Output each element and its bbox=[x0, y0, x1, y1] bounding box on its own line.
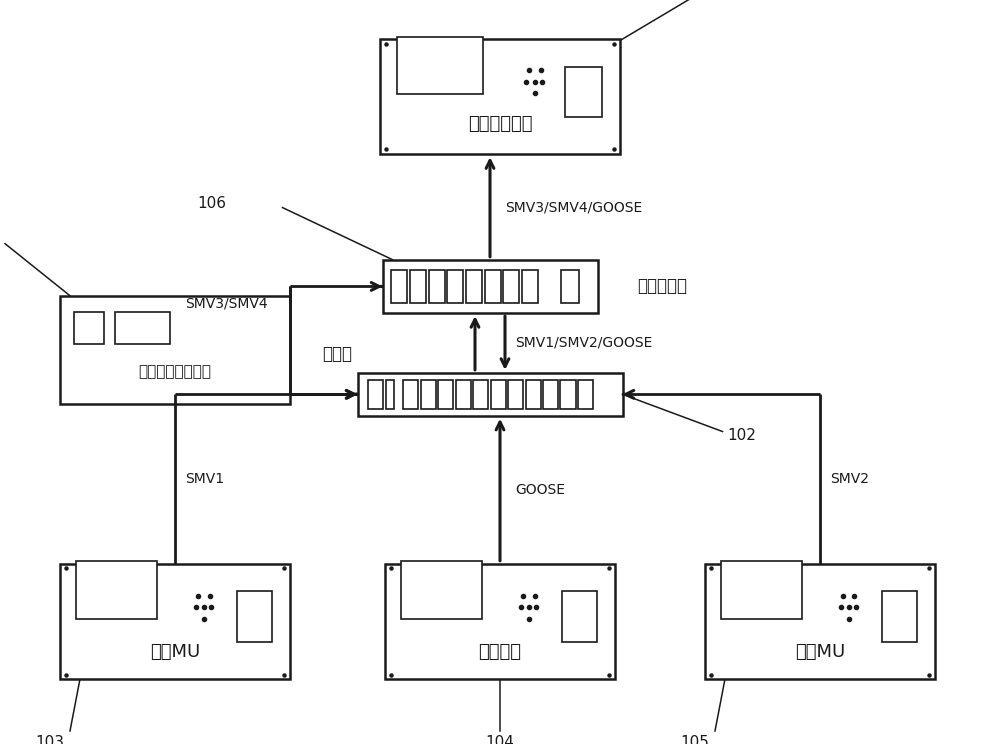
Text: GOOSE: GOOSE bbox=[515, 483, 565, 497]
Bar bbox=[561, 270, 579, 303]
Text: SMV3/SMV4: SMV3/SMV4 bbox=[185, 296, 268, 310]
Bar bbox=[503, 270, 519, 303]
Text: 102: 102 bbox=[728, 428, 756, 443]
Bar bbox=[380, 39, 620, 154]
Text: 103: 103 bbox=[35, 734, 64, 744]
Bar bbox=[578, 379, 593, 409]
Text: 交换机: 交换机 bbox=[322, 345, 352, 363]
Bar bbox=[705, 564, 935, 679]
Text: SMV3/SMV4/GOOSE: SMV3/SMV4/GOOSE bbox=[505, 200, 642, 214]
Bar bbox=[385, 564, 615, 679]
Bar bbox=[560, 379, 576, 409]
Text: 106: 106 bbox=[198, 196, 226, 211]
Text: 105: 105 bbox=[681, 734, 709, 744]
Text: SMV2: SMV2 bbox=[830, 472, 869, 486]
Text: SMV1/SMV2/GOOSE: SMV1/SMV2/GOOSE bbox=[515, 336, 652, 350]
Text: 线路保护装置: 线路保护装置 bbox=[468, 115, 532, 133]
Bar bbox=[438, 379, 453, 409]
Text: 104: 104 bbox=[486, 734, 514, 744]
Bar bbox=[410, 270, 426, 303]
Bar bbox=[421, 379, 436, 409]
Bar bbox=[60, 295, 290, 403]
Bar bbox=[391, 270, 407, 303]
Bar bbox=[526, 379, 541, 409]
Bar bbox=[522, 270, 538, 303]
Bar bbox=[447, 270, 463, 303]
Bar bbox=[429, 270, 445, 303]
Bar bbox=[473, 379, 488, 409]
Bar bbox=[386, 379, 394, 409]
Bar bbox=[882, 591, 917, 642]
Text: SMV1: SMV1 bbox=[185, 472, 224, 486]
Bar bbox=[397, 36, 483, 94]
Bar bbox=[115, 312, 170, 344]
Text: 线路MU: 线路MU bbox=[150, 644, 200, 661]
Bar bbox=[466, 270, 482, 303]
Bar bbox=[382, 260, 598, 313]
Bar bbox=[368, 379, 383, 409]
Bar bbox=[237, 591, 272, 642]
Bar bbox=[76, 561, 157, 619]
Bar bbox=[508, 379, 523, 409]
Bar bbox=[485, 270, 501, 303]
Bar bbox=[456, 379, 471, 409]
Bar bbox=[721, 561, 802, 619]
Text: 数据交互器: 数据交互器 bbox=[638, 278, 688, 295]
Bar bbox=[60, 564, 290, 679]
Text: 母线MU: 母线MU bbox=[795, 644, 845, 661]
Bar bbox=[403, 379, 418, 409]
Text: 光数字继保测试仪: 光数字继保测试仪 bbox=[138, 364, 212, 379]
Bar bbox=[401, 561, 482, 619]
Bar bbox=[562, 591, 597, 642]
Text: 智能终端: 智能终端 bbox=[479, 644, 522, 661]
Bar bbox=[74, 312, 104, 344]
Bar bbox=[358, 373, 622, 416]
Bar bbox=[491, 379, 506, 409]
Bar bbox=[565, 67, 602, 118]
Bar bbox=[543, 379, 558, 409]
